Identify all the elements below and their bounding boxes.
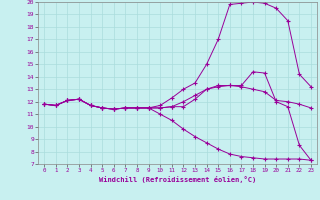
X-axis label: Windchill (Refroidissement éolien,°C): Windchill (Refroidissement éolien,°C) bbox=[99, 176, 256, 183]
